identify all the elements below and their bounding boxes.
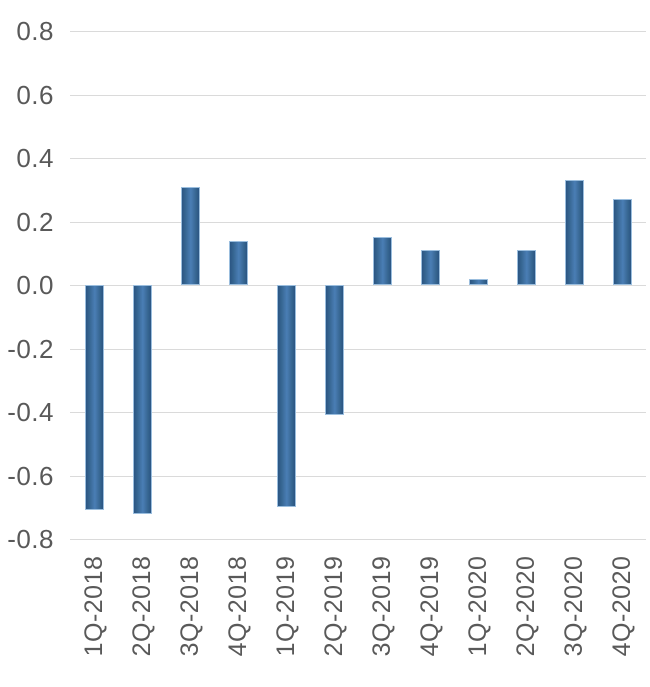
gridline — [70, 539, 646, 540]
y-axis-tick-label: 0.2 — [16, 207, 54, 237]
x-axis-tick-label: 1Q-2018 — [80, 555, 108, 657]
bar-4q-2020 — [613, 199, 632, 285]
y-axis-tick-label: 0.8 — [16, 16, 54, 46]
y-axis-tick-label: 0.0 — [16, 270, 54, 300]
y-axis-tick-label: -0.2 — [7, 334, 54, 364]
gridline — [70, 285, 646, 286]
bar-2q-2019 — [325, 285, 344, 415]
x-axis-tick-label: 3Q-2019 — [368, 555, 396, 657]
gridline — [70, 349, 646, 350]
bar-3q-2020 — [565, 180, 584, 285]
bar-2q-2020 — [517, 250, 536, 285]
bar-1q-2018 — [85, 285, 104, 510]
y-axis-tick-label: 0.4 — [16, 143, 54, 173]
x-axis-tick-label: 1Q-2020 — [464, 555, 492, 657]
x-axis-tick-label: 3Q-2018 — [176, 555, 204, 657]
bar-1q-2020 — [469, 279, 488, 285]
bar-4q-2019 — [421, 250, 440, 285]
x-axis-tick-label: 4Q-2018 — [224, 555, 252, 657]
bar-3q-2019 — [373, 237, 392, 285]
x-axis-tick-label: 1Q-2019 — [272, 555, 300, 657]
bar-2q-2018 — [133, 285, 152, 514]
x-axis-tick-label: 2Q-2019 — [320, 555, 348, 657]
gridline — [70, 476, 646, 477]
x-axis-tick-label: 4Q-2019 — [416, 555, 444, 657]
bar-1q-2019 — [277, 285, 296, 507]
x-axis-tick-label: 4Q-2020 — [608, 555, 636, 657]
y-axis-tick-label: -0.6 — [7, 461, 54, 491]
gridline — [70, 412, 646, 413]
y-axis-tick-label: -0.8 — [7, 524, 54, 554]
x-axis-tick-label: 3Q-2020 — [560, 555, 588, 657]
gridline — [70, 95, 646, 96]
x-axis-tick-label: 2Q-2018 — [128, 555, 156, 657]
bar-3q-2018 — [181, 187, 200, 285]
y-axis-tick-label: 0.6 — [16, 80, 54, 110]
gridline — [70, 31, 646, 32]
bar-4q-2018 — [229, 241, 248, 285]
x-axis-tick-label: 2Q-2020 — [512, 555, 540, 657]
gridline — [70, 222, 646, 223]
gridline — [70, 158, 646, 159]
y-axis-tick-label: -0.4 — [7, 397, 54, 427]
